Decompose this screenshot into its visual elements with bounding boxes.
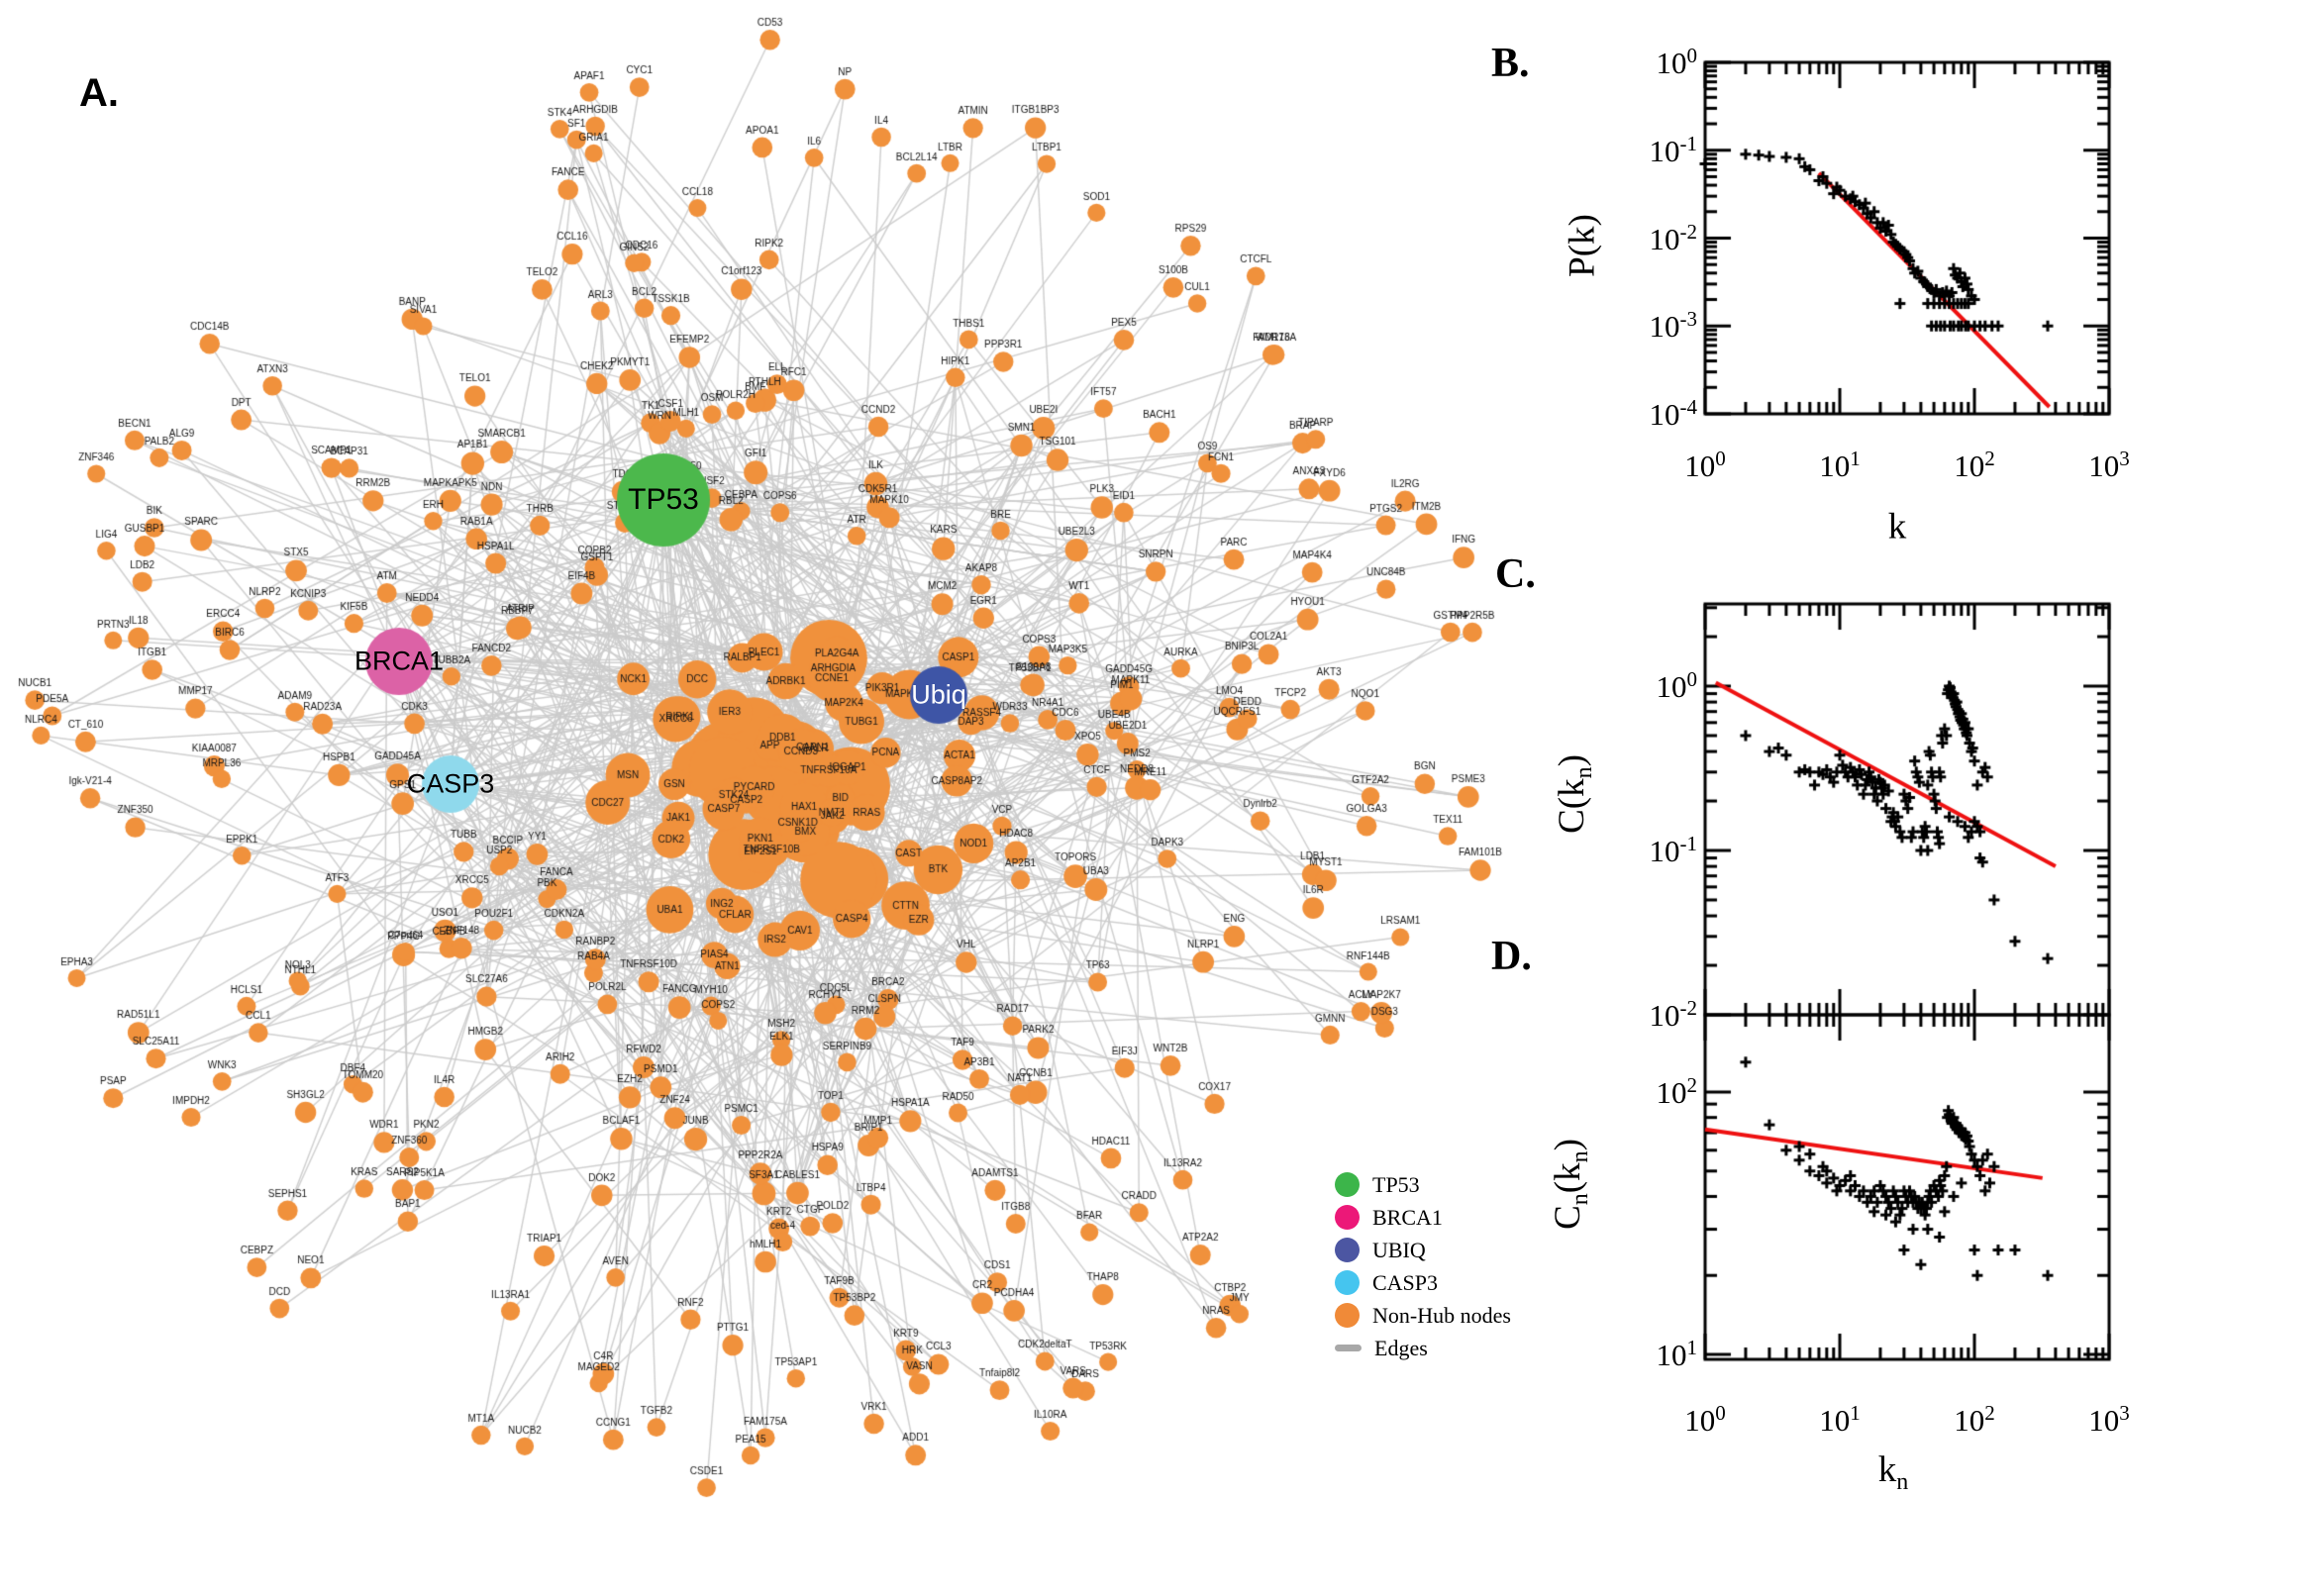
tick-label: 101	[1656, 1335, 1698, 1373]
tick-label: 10-2	[1649, 995, 1698, 1034]
tick-label: 100	[1684, 446, 1726, 484]
hub-node-ubiq[interactable]: Ubiq	[911, 679, 966, 710]
tick-label: 101	[1819, 446, 1861, 484]
tick-label: 101	[1819, 1400, 1861, 1439]
legend-label: Non-Hub nodes	[1372, 1302, 1511, 1328]
tick-label: 100	[1656, 43, 1698, 81]
legend-item-edges: Edges	[1335, 1332, 1511, 1364]
tick-label: 100	[1656, 666, 1698, 705]
legend-label: TP53	[1372, 1171, 1420, 1197]
legend-label: BRCA1	[1372, 1204, 1443, 1230]
panel-b-y-axis-title: P(k)	[1562, 214, 1603, 277]
tick-label: 103	[2088, 446, 2130, 484]
tick-label: 10-1	[1649, 831, 1698, 869]
legend-item-brca1: BRCA1	[1335, 1201, 1511, 1234]
legend-item-tp53: TP53	[1335, 1168, 1511, 1201]
legend-item-casp3: CASP3	[1335, 1266, 1511, 1299]
hub-node-brca1[interactable]: BRCA1	[354, 646, 445, 676]
tick-label: 102	[1954, 446, 1995, 484]
tick-label: 102	[1954, 1400, 1995, 1439]
panel-c-label: C.	[1495, 551, 1536, 597]
panel-d-y-axis-title: Cn(kn)	[1547, 1139, 1594, 1230]
hub-node-tp53[interactable]: TP53	[628, 483, 699, 516]
tick-label: 10-2	[1649, 219, 1698, 256]
panel-d-label: D.	[1491, 934, 1532, 979]
casp3-dot-icon	[1335, 1270, 1360, 1295]
panel-a-label: A.	[79, 71, 119, 115]
legend-label: UBIQ	[1372, 1237, 1426, 1262]
tick-label: 100	[1684, 1400, 1726, 1439]
legend: TP53 BRCA1 UBIQ CASP3 Non-Hub nodes Edge…	[1335, 1168, 1511, 1364]
hub-node-casp3[interactable]: CASP3	[406, 768, 495, 799]
edge-line-icon	[1335, 1345, 1362, 1351]
legend-item-ubiq: UBIQ	[1335, 1234, 1511, 1266]
tick-label: 10-4	[1649, 394, 1698, 433]
panel-b-label: B.	[1491, 41, 1530, 86]
panel-c-y-axis-title: C(kn)	[1551, 754, 1598, 834]
panel-d-x-axis-title: kn	[1877, 1448, 1909, 1496]
tick-label: 102	[1656, 1072, 1698, 1111]
ubiq-dot-icon	[1335, 1238, 1360, 1262]
legend-item-nonhub: Non-Hub nodes	[1335, 1299, 1511, 1332]
panel-b-x-axis-title: k	[1887, 506, 1907, 548]
brca1-dot-icon	[1335, 1205, 1360, 1230]
legend-label: CASP3	[1372, 1269, 1439, 1295]
nonhub-dot-icon	[1335, 1303, 1360, 1328]
tick-label: 103	[2088, 1400, 2130, 1439]
tick-label: 10-3	[1649, 307, 1698, 345]
tp53-dot-icon	[1335, 1172, 1360, 1197]
tick-label: 10-1	[1649, 131, 1698, 168]
legend-label: Edges	[1374, 1335, 1428, 1360]
